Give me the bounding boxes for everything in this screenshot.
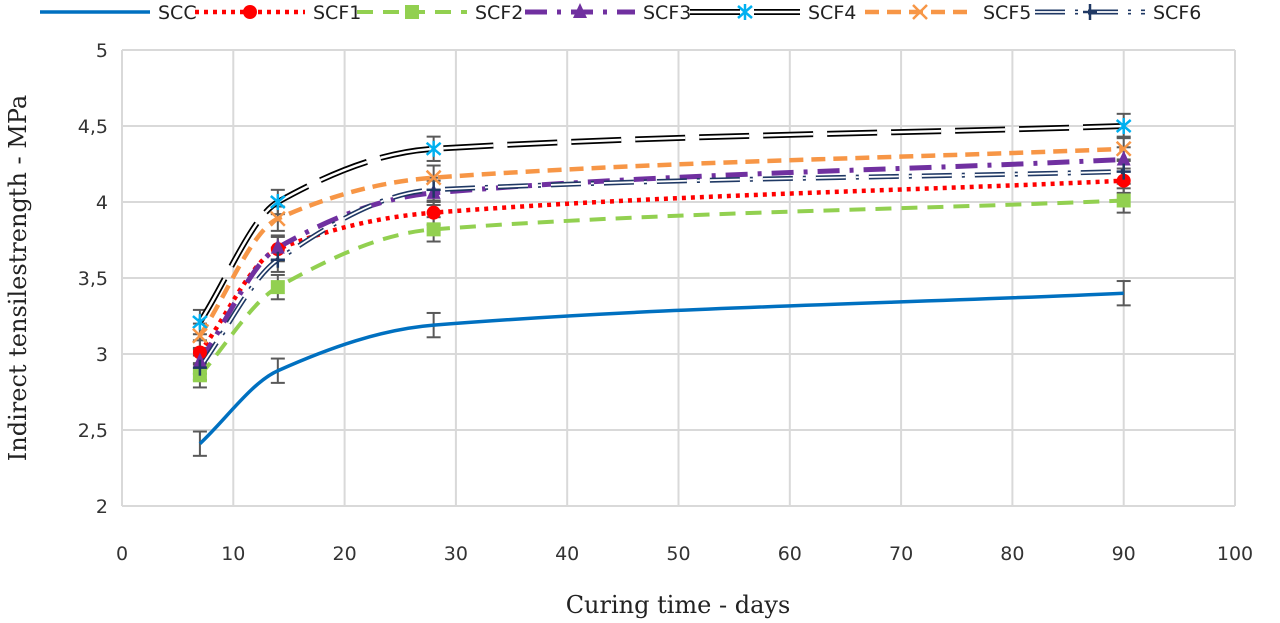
x-tick-label: 20 bbox=[333, 543, 357, 565]
scf2-marker bbox=[270, 280, 285, 295]
legend-item-scf1: SCF1 bbox=[195, 2, 361, 24]
x-tick-label: 10 bbox=[221, 543, 245, 565]
x-stroke bbox=[425, 169, 442, 186]
scf6-marker bbox=[1116, 163, 1131, 180]
scf4-marker bbox=[425, 140, 442, 157]
scf5-marker bbox=[192, 327, 208, 344]
asterisk-stroke bbox=[192, 315, 208, 330]
legend-label: SCF2 bbox=[475, 2, 523, 24]
scf4-marker bbox=[192, 314, 208, 331]
legend-marker-swatch bbox=[243, 5, 257, 19]
scf1-marker bbox=[1116, 173, 1131, 188]
x-stroke bbox=[912, 4, 928, 20]
scf3-line bbox=[197, 156, 1124, 364]
legend-marker-swatch bbox=[1083, 4, 1097, 20]
legend-item-scf3: SCF3 bbox=[525, 2, 691, 24]
x-axis-title: Curing time - days bbox=[566, 591, 791, 619]
scf6-marker bbox=[270, 251, 285, 268]
y-tick-label: 3,5 bbox=[78, 268, 108, 290]
scf6-marker bbox=[426, 181, 441, 198]
scf1-marker bbox=[192, 345, 207, 360]
scf5-marker bbox=[269, 210, 286, 227]
x-stroke bbox=[1115, 140, 1132, 157]
scf5-marker bbox=[425, 169, 442, 186]
legend-item-scf6: SCF6 bbox=[1035, 2, 1201, 24]
x-tick-labels: 0 10 20 30 40 50 60 70 80 90 100 bbox=[116, 543, 1253, 565]
legend-label: SCF1 bbox=[313, 2, 361, 24]
x-tick-label: 80 bbox=[1000, 543, 1024, 565]
legend-item-scf5: SCF5 bbox=[865, 2, 1031, 24]
x-tick-label: 100 bbox=[1217, 543, 1253, 565]
asterisk-stroke bbox=[737, 5, 753, 19]
scf4-line bbox=[197, 123, 1124, 324]
y-tick-label: 4,5 bbox=[78, 116, 108, 138]
legend-marker-swatch bbox=[573, 3, 587, 18]
scc-line bbox=[198, 291, 1124, 445]
legend-label: SCF4 bbox=[808, 2, 856, 24]
x-tick-label: 50 bbox=[666, 543, 690, 565]
x-tick-label: 60 bbox=[778, 543, 802, 565]
scf4-marker bbox=[270, 194, 286, 210]
x-stroke bbox=[192, 327, 208, 344]
series-markers bbox=[192, 118, 1132, 383]
legend-label: SCF5 bbox=[983, 2, 1031, 24]
legend-label: SCC bbox=[158, 2, 197, 24]
x-tick-label: 30 bbox=[444, 543, 468, 565]
asterisk-stroke bbox=[270, 195, 286, 209]
scf2-marker bbox=[1116, 193, 1131, 208]
scf4-marker bbox=[1115, 118, 1132, 134]
y-tick-label: 5 bbox=[96, 40, 108, 62]
series-lines bbox=[197, 123, 1124, 445]
x-tick-label: 70 bbox=[889, 543, 913, 565]
scf1-marker bbox=[426, 205, 441, 220]
scf6-marker bbox=[192, 359, 207, 376]
asterisk-stroke bbox=[425, 141, 442, 156]
legend-marker-swatch bbox=[405, 5, 419, 19]
x-tick-label: 90 bbox=[1112, 543, 1136, 565]
scf2-marker bbox=[426, 222, 441, 237]
scf5-marker bbox=[1115, 140, 1132, 157]
y-tick-label: 2 bbox=[96, 496, 108, 518]
legend-item-scf2: SCF2 bbox=[357, 2, 523, 24]
legend: SCC SCF1 SCF2 SCF3 SCF4 SCF5 SCF6 bbox=[40, 2, 1201, 24]
y-tick-label: 3 bbox=[96, 344, 108, 366]
x-stroke bbox=[269, 210, 286, 227]
asterisk-stroke bbox=[1115, 119, 1132, 133]
legend-item-scc: SCC bbox=[40, 2, 197, 24]
y-tick-labels: 2 2,5 3 3,5 4 4,5 5 bbox=[78, 40, 108, 518]
legend-label: SCF6 bbox=[1153, 2, 1201, 24]
legend-item-scf4: SCF4 bbox=[690, 2, 856, 24]
y-tick-label: 4 bbox=[96, 192, 108, 214]
legend-label: SCF3 bbox=[643, 2, 691, 24]
grid bbox=[121, 49, 1236, 507]
scf3-marker bbox=[1116, 150, 1131, 166]
legend-marker-swatch bbox=[737, 4, 753, 20]
y-axis-title: Indirect tensilestrength - MPa bbox=[4, 95, 32, 461]
scf3-marker bbox=[270, 238, 285, 254]
y-tick-label: 2,5 bbox=[78, 420, 108, 442]
x-tick-label: 0 bbox=[116, 543, 128, 565]
scf4-line bbox=[198, 124, 1124, 323]
legend-marker-swatch bbox=[912, 4, 928, 20]
scf2-line bbox=[198, 198, 1124, 377]
x-tick-label: 40 bbox=[555, 543, 579, 565]
